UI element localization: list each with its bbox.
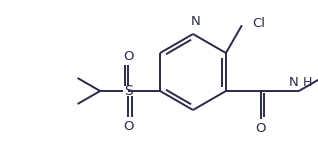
Text: S: S — [124, 84, 133, 98]
Text: O: O — [256, 123, 266, 135]
Text: H: H — [303, 76, 312, 90]
Text: N: N — [191, 15, 201, 28]
Text: N: N — [289, 76, 299, 90]
Text: Cl: Cl — [252, 17, 265, 30]
Text: O: O — [123, 120, 133, 132]
Text: O: O — [123, 50, 133, 63]
